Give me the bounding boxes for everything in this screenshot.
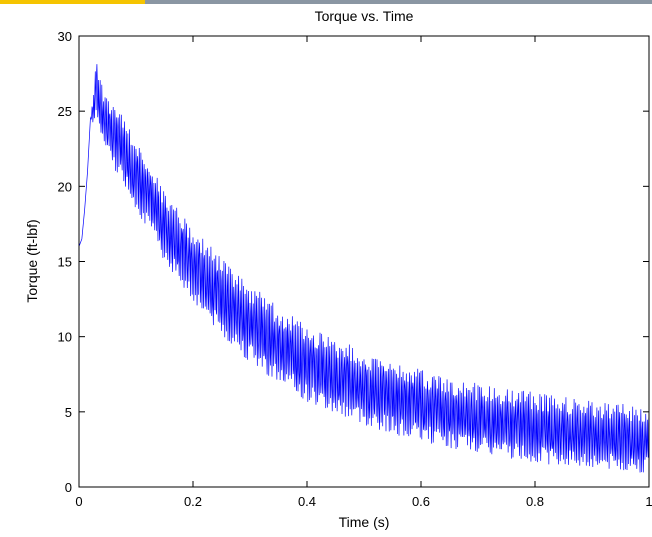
chart-title: Torque vs. Time bbox=[315, 8, 414, 24]
axes-box bbox=[78, 35, 650, 488]
top-border bbox=[0, 0, 652, 4]
plot-area bbox=[78, 64, 650, 473]
y-tick-label: 5 bbox=[65, 405, 72, 420]
x-tick-label: 0.8 bbox=[526, 494, 544, 509]
top-border-accent bbox=[0, 0, 145, 4]
x-tick-label: 0.2 bbox=[184, 494, 202, 509]
y-tick-label: 20 bbox=[58, 179, 72, 194]
y-tick-label: 0 bbox=[65, 480, 72, 495]
y-tick-label: 10 bbox=[58, 330, 72, 345]
torque-series-line bbox=[78, 64, 650, 473]
x-tick-label: 0 bbox=[75, 494, 82, 509]
x-tick-label: 0.6 bbox=[412, 494, 430, 509]
y-tick-label: 25 bbox=[58, 104, 72, 119]
x-tick-label: 0.4 bbox=[298, 494, 316, 509]
x-tick-label: 1 bbox=[645, 494, 652, 509]
y-tick-label: 15 bbox=[58, 255, 72, 270]
y-axis-label: Torque (ft-lbf) bbox=[24, 219, 40, 302]
x-axis-label: Time (s) bbox=[339, 514, 390, 530]
y-tick-label: 30 bbox=[58, 29, 72, 44]
